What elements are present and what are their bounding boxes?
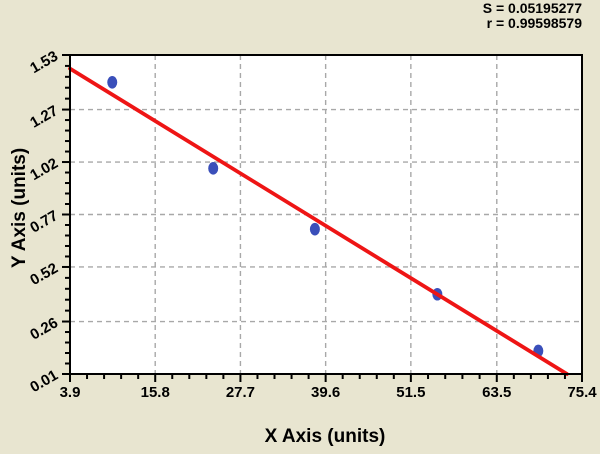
data-point: [309, 222, 320, 236]
x-tick-label: 51.5: [396, 384, 425, 401]
data-point: [107, 75, 118, 89]
regression-line: [68, 66, 569, 376]
fit-statistics: S = 0.05195277 r = 0.99598579: [483, 1, 582, 31]
y-axis-title: Y Axis (units): [9, 147, 30, 269]
x-tick-label: 75.4: [567, 384, 597, 401]
y-tick-label: 0.26: [27, 314, 61, 343]
x-tick-label: 27.7: [226, 384, 255, 401]
x-tick-label: 15.8: [141, 384, 170, 401]
r-value-label: r = 0.99598579: [486, 15, 582, 31]
y-tick-label: 0.77: [27, 207, 61, 236]
x-tick-label: 39.6: [311, 384, 340, 401]
y-tick-label: 1.53: [27, 48, 61, 77]
x-axis-title: X Axis (units): [264, 426, 386, 447]
y-tick-label: 0.01: [27, 367, 61, 396]
y-tick-label: 1.02: [27, 155, 61, 184]
y-tick-label: 1.27: [27, 102, 61, 131]
x-tick-label: 3.9: [60, 384, 81, 401]
y-tick-label: 0.52: [27, 260, 61, 289]
data-point: [208, 162, 219, 175]
x-tick-label: 63.5: [482, 384, 511, 401]
s-value-label: S = 0.05195277: [482, 0, 582, 16]
